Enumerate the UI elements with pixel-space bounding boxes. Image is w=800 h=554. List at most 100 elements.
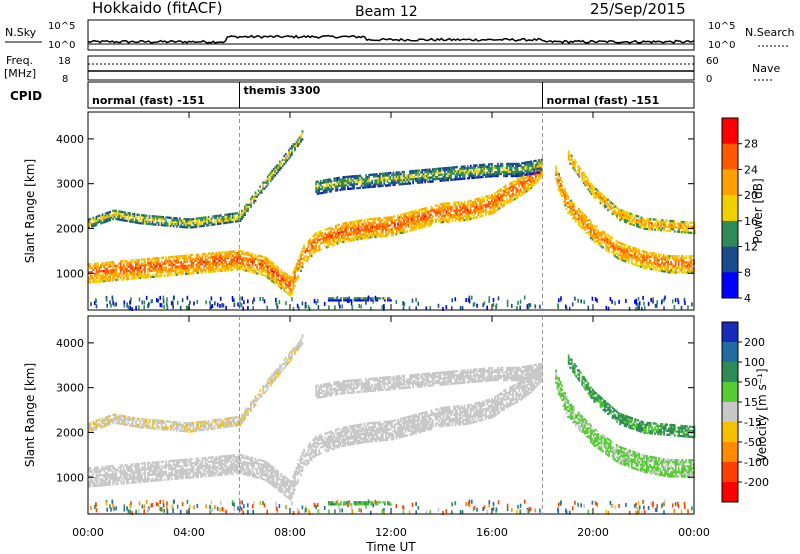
- data-cell: [524, 177, 527, 180]
- data-cell: [434, 210, 437, 213]
- data-cell: [127, 269, 130, 273]
- data-cell: [333, 299, 336, 302]
- data-cell: [383, 222, 386, 226]
- data-cell: [515, 164, 517, 168]
- data-cell: [109, 216, 111, 220]
- data-cell: [664, 266, 666, 269]
- data-cell: [213, 217, 216, 220]
- data-cell: [580, 216, 583, 220]
- data-cell: [471, 174, 474, 178]
- data-cell: [555, 167, 557, 170]
- data-cell: [442, 210, 445, 213]
- data-cell: [112, 209, 114, 213]
- data-cell: [677, 267, 680, 270]
- data-cell: [284, 153, 287, 156]
- data-cell: [177, 265, 180, 268]
- clutter-cell: [677, 297, 679, 302]
- data-cell: [286, 279, 289, 283]
- data-cell: [119, 272, 122, 275]
- data-cell: [333, 185, 336, 188]
- data-cell: [391, 179, 393, 183]
- data-cell: [407, 174, 410, 177]
- data-cell: [597, 243, 600, 246]
- data-cell: [353, 226, 355, 229]
- data-cell: [678, 222, 681, 225]
- data-cell: [500, 200, 502, 203]
- data-cell: [630, 258, 633, 261]
- clutter-cell: [459, 305, 462, 310]
- data-cell: [648, 221, 650, 225]
- data-cell: [463, 206, 466, 210]
- data-cell: [477, 213, 480, 217]
- data-cell: [608, 242, 610, 245]
- data-cell: [247, 259, 249, 263]
- data-cell: [92, 224, 95, 228]
- data-cell: [524, 183, 527, 186]
- data-cell: [457, 203, 460, 206]
- data-cell: [421, 171, 424, 174]
- data-cell: [162, 262, 164, 265]
- data-cell: [677, 261, 680, 264]
- data-cell: [507, 193, 510, 196]
- data-cell: [685, 271, 688, 274]
- data-cell: [286, 159, 289, 162]
- data-cell: [418, 177, 421, 180]
- data-cell: [215, 251, 218, 255]
- data-cell: [486, 199, 489, 202]
- data-cell: [609, 241, 612, 244]
- data-cell: [315, 248, 317, 251]
- data-cell: [301, 138, 304, 141]
- data-cell: [272, 264, 275, 268]
- data-cell: [509, 164, 511, 168]
- data-cell: [447, 178, 449, 182]
- data-cell: [338, 182, 340, 186]
- data-cell: [365, 236, 367, 239]
- data-cell: [324, 191, 327, 194]
- data-cell: [131, 269, 134, 272]
- data-cell: [260, 263, 263, 266]
- data-cell: [652, 224, 655, 227]
- data-cell: [395, 219, 398, 222]
- data-cell: [579, 209, 582, 212]
- data-cell: [570, 154, 573, 157]
- data-cell: [410, 210, 413, 214]
- clutter-cell: [166, 297, 168, 302]
- data-cell: [274, 166, 277, 169]
- data-cell: [131, 265, 134, 268]
- data-cell: [494, 166, 496, 170]
- data-cell: [189, 258, 192, 261]
- data-cell: [445, 179, 448, 182]
- data-cell: [180, 223, 183, 226]
- data-cell: [528, 172, 531, 176]
- data-cell: [360, 178, 363, 181]
- data-cell: [424, 211, 427, 214]
- data-cell: [497, 170, 499, 174]
- data-cell: [640, 216, 643, 219]
- data-cell: [620, 250, 623, 253]
- data-cell: [409, 176, 411, 179]
- data-cell: [251, 263, 254, 266]
- data-cell: [534, 171, 537, 175]
- data-cell: [94, 262, 96, 265]
- data-cell: [492, 207, 495, 210]
- data-cell: [181, 219, 184, 223]
- data-cell: [631, 219, 634, 222]
- data-cell: [522, 178, 525, 181]
- data-cell: [658, 255, 660, 258]
- data-cell: [592, 186, 594, 189]
- data-cell: [228, 217, 231, 220]
- data-cell: [525, 167, 528, 170]
- data-cell: [97, 272, 99, 275]
- data-cell: [345, 232, 348, 235]
- data-cell: [628, 220, 631, 223]
- data-cell: [224, 217, 227, 220]
- data-cell: [183, 254, 186, 257]
- data-cell: [441, 204, 443, 208]
- data-cell: [466, 206, 469, 209]
- data-cell: [671, 269, 674, 272]
- data-cell: [172, 263, 175, 266]
- data-cell: [350, 179, 352, 182]
- data-cell: [556, 181, 559, 184]
- data-cell: [294, 145, 296, 148]
- data-cell: [209, 256, 211, 259]
